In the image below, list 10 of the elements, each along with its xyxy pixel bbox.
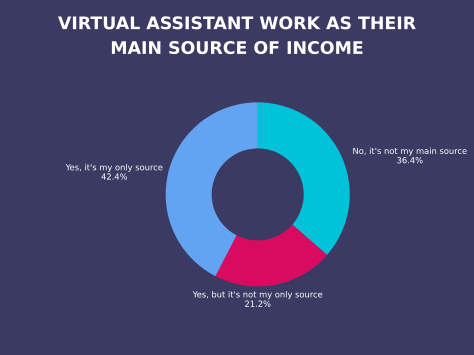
data-label: 42.4% (101, 173, 128, 180)
slice-label: Yes, it's my only source (66, 164, 162, 172)
chart-title: VIRTUAL ASSISTANT WORK AS THEIR MAIN SOURCE OF INCOME (58, 16, 416, 54)
donut-slice (166, 102, 258, 276)
donut-slice (258, 102, 350, 255)
donut-slice (215, 224, 328, 286)
data-label: 21.2% (245, 300, 270, 307)
slice-label: Yes, but it's not my only source (192, 291, 322, 300)
data-label: 36.4% (397, 157, 423, 164)
slice-label: No, it's not my main source (353, 148, 467, 156)
